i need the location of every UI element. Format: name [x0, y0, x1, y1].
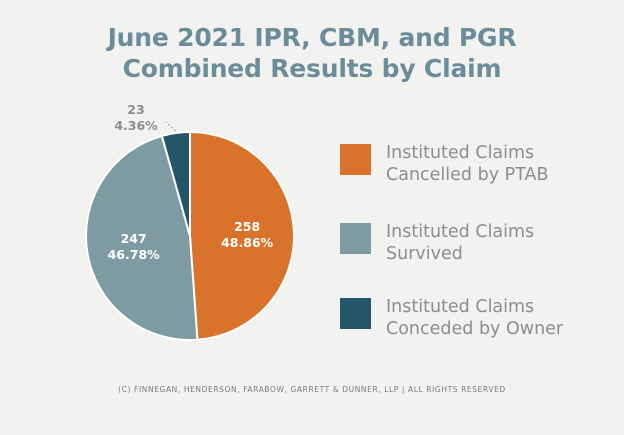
- legend-label-conceded: Instituted Claims Conceded by Owner: [386, 296, 610, 340]
- legend-label-cancelled: Instituted Claims Cancelled by PTAB: [386, 142, 610, 186]
- legend-swatch-survived: [340, 223, 371, 254]
- legend-label-survived-line1: Instituted Claims: [386, 222, 535, 242]
- legend-label-survived: Instituted Claims Survived: [386, 221, 610, 265]
- slice-value-label-conceded: 23: [127, 102, 144, 117]
- slice-percent-label-survived: 46.78%: [108, 247, 161, 262]
- chart-title-line1: June 2021 IPR, CBM, and PGR: [107, 23, 517, 52]
- pie-slice-survived: [85, 134, 199, 341]
- pie-slice-cancelled: [189, 130, 295, 341]
- chart-title: June 2021 IPR, CBM, and PGR Combined Res…: [0, 22, 624, 84]
- copyright-footer: (C) FINNEGAN, HENDERSON, FARABOW, GARRET…: [118, 385, 506, 394]
- legend-label-cancelled-line1: Instituted Claims: [386, 143, 535, 163]
- legend-swatch-conceded: [340, 298, 371, 329]
- legend-label-conceded-line1: Instituted Claims: [386, 297, 535, 317]
- slice-value-label-cancelled: 258: [234, 219, 260, 234]
- slice-percent-label-cancelled: 48.86%: [221, 235, 274, 250]
- legend-label-survived-line2: Survived: [386, 244, 463, 264]
- slice-percent-label-conceded: 4.36%: [114, 118, 158, 133]
- legend-swatch-cancelled: [340, 144, 371, 175]
- slice-value-label-survived: 247: [121, 231, 147, 246]
- pie-slice-conceded: [160, 130, 191, 237]
- legend-label-conceded-line2: Conceded by Owner: [386, 319, 564, 339]
- slice-leader-line-conceded: [165, 121, 176, 132]
- legend-label-cancelled-line2: Cancelled by PTAB: [386, 165, 549, 185]
- chart-title-line2: Combined Results by Claim: [122, 54, 502, 83]
